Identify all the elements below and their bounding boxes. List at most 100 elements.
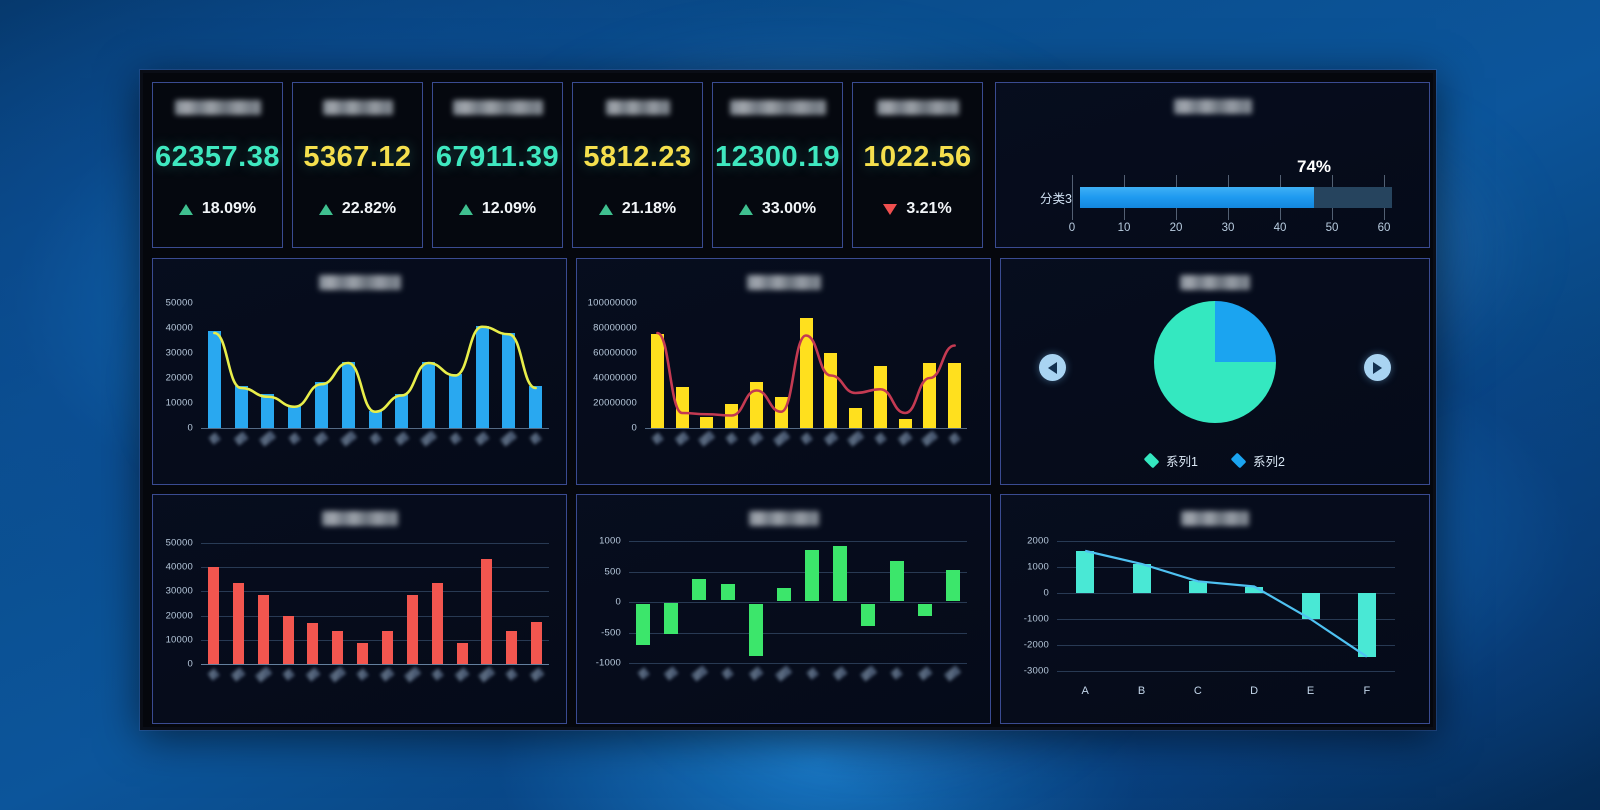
x-axis-label-redacted: [799, 432, 813, 445]
kpi-card-1[interactable]: 62357.38 18.09%: [152, 82, 283, 248]
bar: [748, 603, 763, 656]
axis-tick-label: 0: [1068, 222, 1076, 234]
x-axis-label-redacted: [505, 668, 519, 681]
kpi-title-redacted: [452, 100, 543, 115]
kpi-value: 1022.56: [863, 141, 972, 173]
kpi-delta: 21.18%: [598, 200, 677, 218]
axis-tick-label: 50: [1325, 222, 1339, 234]
kpi-delta-label: 18.09%: [201, 200, 257, 217]
panel-title-redacted: [748, 511, 819, 526]
y-axis-tick-label: 60000000: [593, 347, 637, 359]
x-axis-label-redacted: [748, 666, 764, 681]
kpi-delta-label: 33.00%: [761, 200, 817, 217]
x-axis-tick-label: E: [1306, 685, 1315, 697]
grid-line: [201, 567, 549, 569]
y-axis-tick-label: 100000000: [587, 297, 637, 309]
bar: [314, 381, 328, 428]
grid-line: [1057, 671, 1395, 672]
grid-line: [201, 543, 549, 544]
bar: [1076, 550, 1095, 593]
grid-line: [201, 591, 549, 593]
y-axis-tick-label: -3000: [1023, 665, 1049, 677]
y-axis-tick-label: 0: [1043, 587, 1049, 599]
progress-track[interactable]: 74%: [1080, 157, 1392, 208]
chart-panel-bar-line-yellow: 0 20000000 40000000 60000000 80000000 1000000…: [576, 258, 991, 485]
kpi-delta: 12.09%: [458, 200, 537, 218]
carousel-next-button[interactable]: [1364, 354, 1391, 381]
y-axis-tick-label: 2000: [1027, 535, 1049, 547]
bar: [692, 579, 707, 600]
legend-swatch-icon: [1230, 452, 1247, 469]
y-axis-tick-label: 20000000: [593, 397, 637, 409]
kpi-card-4[interactable]: 5812.23 21.18%: [572, 82, 703, 248]
bar: [720, 583, 735, 601]
y-axis-tick-label: -1000: [1023, 613, 1049, 625]
kpi-card-3[interactable]: 67911.39 12.09%: [432, 82, 563, 248]
bar: [636, 603, 651, 645]
legend-item-series1[interactable]: 系列1: [1143, 451, 1198, 470]
bar: [805, 549, 820, 602]
y-axis-tick-label: 20000: [165, 372, 193, 384]
kpi-title-redacted: [605, 100, 670, 115]
x-axis-label-redacted: [430, 668, 444, 681]
grid-line: [1057, 645, 1395, 646]
grid-line: [629, 571, 967, 573]
panel-title-redacted: [318, 275, 401, 290]
x-axis-label-redacted: [419, 430, 438, 447]
kpi-delta-label: 21.18%: [621, 200, 677, 217]
axis-tick-label: 60: [1377, 222, 1391, 234]
grid-line: [1057, 541, 1395, 542]
kpi-value: 12300.19: [715, 141, 840, 173]
panel-title-redacted: [321, 511, 398, 526]
y-axis-tick-label: 30000: [165, 585, 193, 597]
y-axis-tick-label: 50000: [165, 537, 193, 549]
trend-line: [656, 331, 956, 417]
progress-chart: 0 10 20 30 40 50 60 分类3 74%: [996, 129, 1429, 247]
y-axis-tick-label: 40000: [165, 561, 193, 573]
kpi-card-2[interactable]: 5367.12 22.82%: [292, 82, 423, 248]
bar: [700, 416, 714, 428]
x-axis-label-redacted: [230, 667, 246, 682]
x-axis-label-redacted: [890, 667, 903, 680]
bar: [341, 361, 355, 428]
legend-item-series2[interactable]: 系列2: [1230, 451, 1285, 470]
kpi-title-redacted: [322, 100, 393, 115]
y-axis-tick-label: 0: [187, 422, 193, 434]
x-axis-label-redacted: [944, 665, 962, 682]
bar: [422, 361, 436, 428]
y-axis-tick-label: 50000: [165, 297, 193, 309]
kpi-delta-label: 12.09%: [481, 200, 537, 217]
bar: [406, 595, 418, 664]
x-axis-line: [201, 664, 549, 665]
bar: [889, 560, 904, 602]
x-axis-label-redacted: [674, 431, 690, 446]
y-axis-tick-label: 500: [604, 566, 621, 577]
x-axis-label-redacted: [254, 666, 272, 683]
x-axis-label-redacted: [651, 432, 664, 445]
x-axis-label-redacted: [259, 430, 277, 447]
bar: [531, 621, 543, 664]
bar: [873, 365, 887, 428]
bar: [502, 333, 516, 428]
kpi-delta: 3.21%: [883, 200, 952, 218]
bar: [898, 419, 912, 428]
x-axis-label-redacted: [721, 667, 734, 680]
kpi-delta: 33.00%: [738, 200, 817, 218]
carousel-prev-button[interactable]: [1039, 354, 1066, 381]
x-axis-label-redacted: [698, 430, 716, 447]
arrow-up-icon: [318, 203, 333, 215]
x-axis-label-redacted: [288, 432, 302, 445]
x-axis-tick-label: C: [1193, 685, 1202, 697]
bar-red-plot: 0 10000 20000 30000 40000 50000: [166, 538, 549, 683]
bar: [1132, 563, 1151, 593]
x-axis-tick-label: A: [1081, 685, 1089, 697]
x-axis-label-redacted: [823, 431, 839, 446]
legend-label: 系列1: [1166, 455, 1198, 469]
kpi-card-6[interactable]: 1022.56 3.21%: [852, 82, 983, 248]
bar: [776, 587, 791, 601]
panel-title-redacted: [1181, 511, 1249, 526]
kpi-card-5[interactable]: 12300.19 33.00%: [712, 82, 843, 248]
x-axis-label-redacted: [356, 668, 369, 681]
pie-chart[interactable]: [1154, 301, 1276, 423]
bar: [234, 385, 248, 428]
